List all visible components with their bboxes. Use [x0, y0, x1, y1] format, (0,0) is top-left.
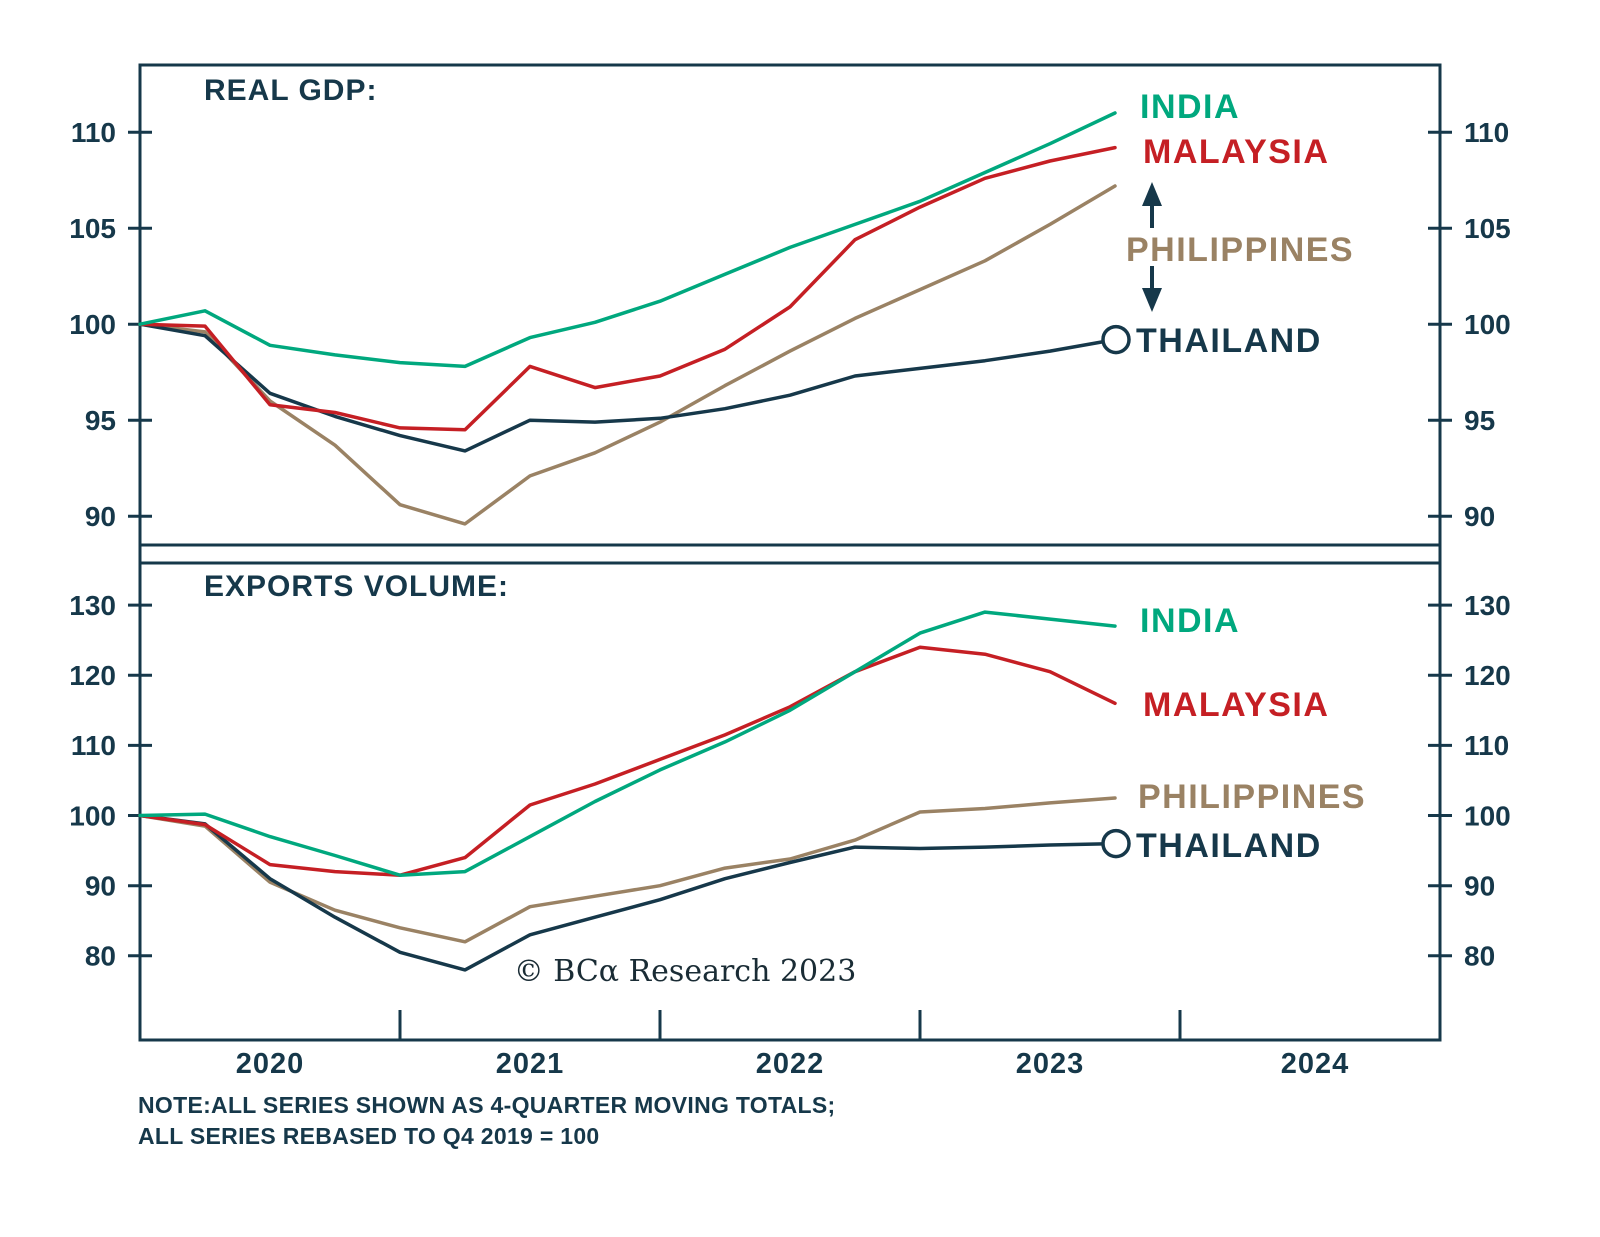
svg-text:95: 95	[1464, 405, 1495, 436]
legend-exports-malaysia: MALAYSIA	[1143, 686, 1330, 724]
svg-text:95: 95	[85, 405, 116, 436]
svg-text:110: 110	[1464, 730, 1509, 761]
svg-text:110: 110	[1464, 117, 1509, 148]
svg-text:80: 80	[85, 941, 116, 972]
svg-text:90: 90	[1464, 871, 1495, 902]
legend-exports-india: INDIA	[1140, 602, 1241, 640]
svg-text:100: 100	[69, 800, 116, 831]
svg-text:90: 90	[85, 501, 116, 532]
svg-text:130: 130	[69, 590, 116, 621]
svg-text:100: 100	[1464, 800, 1511, 831]
legend-exports-thailand: THAILAND	[1136, 827, 1322, 865]
svg-text:130: 130	[1464, 590, 1511, 621]
svg-text:105: 105	[1464, 213, 1511, 244]
x-axis-label-2023: 2023	[1015, 1048, 1085, 1080]
svg-text:120: 120	[69, 660, 116, 691]
svg-text:80: 80	[1464, 941, 1495, 972]
x-axis-label-2024: 2024	[1280, 1048, 1350, 1080]
footnote: NOTE:ALL SERIES SHOWN AS 4-QUARTER MOVIN…	[138, 1090, 835, 1152]
svg-text:90: 90	[85, 871, 116, 902]
legend-real-gdp-philippines: PHILIPPINES	[1126, 231, 1355, 269]
footnote-line-2: ALL SERIES REBASED TO Q4 2019 = 100	[138, 1123, 600, 1149]
svg-text:120: 120	[1464, 660, 1511, 691]
x-axis-label-2021: 2021	[495, 1048, 565, 1080]
legend-real-gdp-malaysia: MALAYSIA	[1143, 133, 1330, 171]
legend-exports-philippines: PHILIPPINES	[1138, 778, 1367, 816]
svg-text:100: 100	[1464, 309, 1511, 340]
svg-text:110: 110	[71, 117, 116, 148]
panel-title-real-gdp: REAL GDP:	[204, 74, 378, 107]
x-axis-label-2022: 2022	[755, 1048, 825, 1080]
svg-text:110: 110	[71, 730, 116, 761]
x-axis-label-2020: 2020	[235, 1048, 305, 1080]
copyright-text: © BCα Research 2023	[513, 954, 857, 989]
legend-real-gdp-thailand: THAILAND	[1136, 322, 1322, 360]
legend-real-gdp-india: INDIA	[1140, 88, 1241, 126]
svg-text:90: 90	[1464, 501, 1495, 532]
panel-title-exports-volume: EXPORTS VOLUME:	[204, 570, 510, 603]
footnote-line-1: NOTE:ALL SERIES SHOWN AS 4-QUARTER MOVIN…	[138, 1092, 836, 1118]
svg-text:105: 105	[69, 213, 116, 244]
svg-text:100: 100	[69, 309, 116, 340]
